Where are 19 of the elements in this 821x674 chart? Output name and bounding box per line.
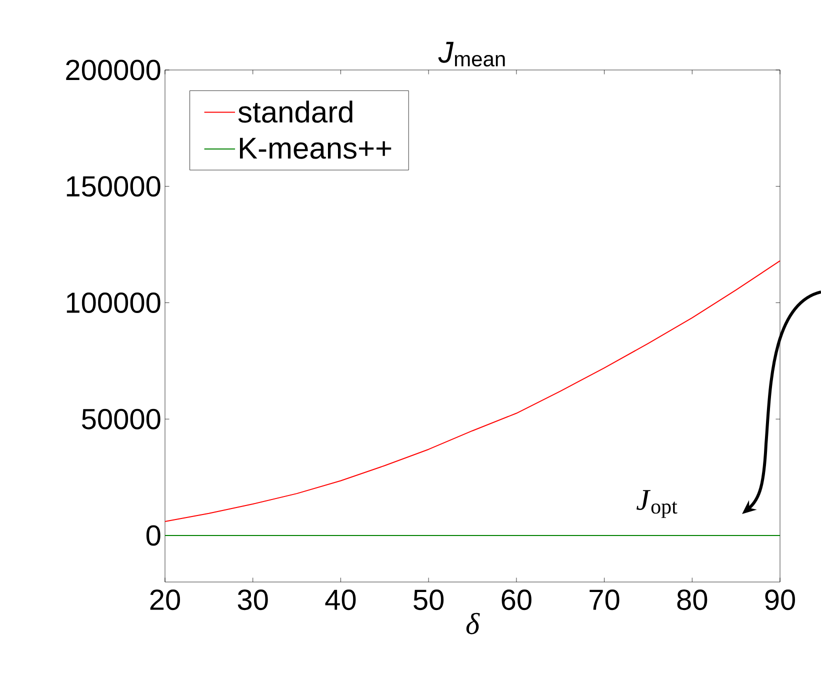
y-tick-label: 0 [146, 525, 160, 546]
legend-label: K-means++ [240, 138, 392, 159]
x-tick-label: 70 [590, 590, 620, 610]
x-tick-label: 40 [325, 590, 356, 610]
legend-label: standard [238, 100, 352, 123]
x-tick-label: 20 [150, 590, 180, 610]
x-tick-label: 30 [238, 590, 268, 610]
x-axis-title: δ [466, 612, 480, 634]
x-tick-label: 50 [414, 590, 444, 610]
y-tick-label: 150000 [66, 176, 160, 197]
y-tick-label: 50000 [82, 408, 160, 430]
chart-title: J$_{mean}$ [438, 42, 505, 66]
annotation: J$_{opt}$ [636, 490, 678, 518]
x-tick-label: 90 [765, 590, 795, 610]
y-tick-label: 200000 [66, 60, 160, 80]
line-series [164, 260, 781, 522]
x-tick-label: 60 [502, 590, 532, 610]
x-tick-label: 80 [677, 590, 708, 610]
y-tick-label: 100000 [66, 292, 160, 313]
